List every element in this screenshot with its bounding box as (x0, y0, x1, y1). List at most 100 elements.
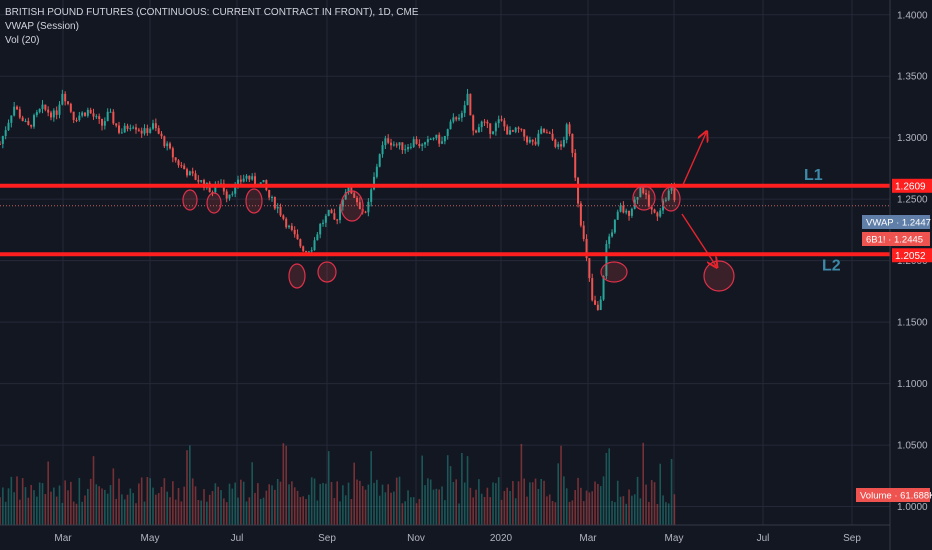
volume-bar (665, 502, 667, 525)
volume-bar (2, 487, 4, 525)
candle-body (511, 130, 514, 132)
highlight-circle[interactable] (632, 185, 656, 211)
volume-bar (27, 497, 30, 525)
arrow-down[interactable] (681, 213, 716, 266)
candle-body (149, 128, 152, 133)
candle-body (197, 179, 200, 182)
support-resistance-levels[interactable]: L1 L2 (0, 167, 890, 274)
candle-body (75, 119, 78, 121)
volume-bar (424, 485, 426, 525)
volume-bar (7, 488, 10, 525)
candle-body (78, 115, 81, 121)
candle-body (616, 211, 619, 220)
highlight-circle[interactable] (288, 263, 306, 289)
candle-body (599, 299, 602, 310)
volume-bar (452, 481, 455, 525)
volume-bar (55, 496, 58, 525)
candle-body (480, 121, 483, 128)
volume-bar (622, 496, 625, 525)
candle-body (188, 171, 191, 176)
volume-bar (387, 484, 389, 525)
volume-bar (242, 481, 245, 525)
volume-bar (571, 500, 574, 525)
volume-bar (429, 479, 432, 525)
indicator-volume[interactable]: Vol (20) (5, 35, 40, 46)
volume-bar (557, 463, 560, 525)
price-tick-label: 1.3000 (897, 133, 928, 144)
candle-body (44, 104, 47, 110)
volume-bar (330, 481, 333, 525)
volume-bar (616, 480, 619, 525)
volume-bar (245, 501, 248, 525)
highlight-circle[interactable] (245, 188, 263, 214)
volume-bar (574, 490, 577, 525)
highlight-circle[interactable] (340, 190, 364, 222)
candle-body (242, 178, 245, 182)
volume-bar (251, 462, 253, 525)
indicator-vwap[interactable]: VWAP (Session) (5, 21, 79, 32)
highlight-circle[interactable] (661, 186, 681, 212)
volume-bar (475, 489, 477, 525)
candle-body (271, 197, 274, 199)
candle-body (268, 189, 271, 198)
candle-body (574, 152, 577, 178)
volume-bar (248, 497, 251, 525)
annotations[interactable] (182, 133, 735, 292)
volume-bar (299, 496, 302, 525)
candle-body (214, 184, 217, 193)
highlight-circle[interactable] (317, 261, 337, 283)
volume-bar (514, 498, 517, 525)
volume-bar (70, 481, 72, 525)
candle-body (350, 187, 353, 194)
volume-bar (72, 501, 75, 525)
candle-body (477, 127, 480, 133)
volume-bar (614, 502, 616, 525)
volume-bar (435, 488, 438, 525)
volume-bar (673, 494, 676, 525)
candle-body (650, 206, 653, 210)
level-label-l1: L1 (804, 167, 823, 184)
candle-body (591, 278, 594, 301)
volume-bar (631, 495, 633, 525)
candle-body (341, 199, 344, 207)
volume-bar (24, 487, 27, 525)
candle-body (384, 138, 387, 146)
time-tick-label: Sep (318, 533, 336, 544)
volume-bar (177, 488, 180, 525)
volume-bar (174, 499, 177, 525)
candle-body (313, 240, 316, 251)
candle-body (81, 112, 84, 116)
volume-bar (109, 485, 112, 525)
candle-body (109, 111, 112, 113)
volume-bar (446, 455, 449, 525)
candle-body (531, 139, 534, 142)
candle-body (89, 109, 92, 114)
candle-body (579, 203, 582, 226)
volume-bar (359, 480, 361, 525)
time-tick-label: Jul (757, 533, 770, 544)
volume-bar (44, 493, 47, 525)
candle-body (169, 143, 172, 149)
volume-bar (523, 478, 526, 525)
highlight-circle[interactable] (600, 261, 628, 283)
level-tag-l2-text: 1.2052 (895, 251, 926, 262)
volume-bar (633, 494, 636, 525)
volume-bar (61, 502, 64, 525)
volume-bar (455, 479, 458, 525)
volume-bar (628, 489, 630, 525)
highlight-circle[interactable] (182, 189, 198, 211)
candle-body (560, 144, 563, 147)
candle-body (245, 175, 248, 179)
highlight-circle[interactable] (703, 260, 735, 292)
candle-body (656, 212, 659, 217)
candle-body (4, 130, 7, 137)
volume-bar (58, 485, 61, 525)
volume-bar (412, 497, 415, 525)
highlight-circle[interactable] (206, 192, 222, 214)
volume-bar (415, 503, 418, 525)
symbol-title[interactable]: BRITISH POUND FUTURES (CONTINUOUS: CURRE… (5, 7, 419, 18)
volume-bar (339, 501, 341, 525)
arrow-up[interactable] (681, 133, 706, 188)
candle-body (475, 130, 478, 133)
